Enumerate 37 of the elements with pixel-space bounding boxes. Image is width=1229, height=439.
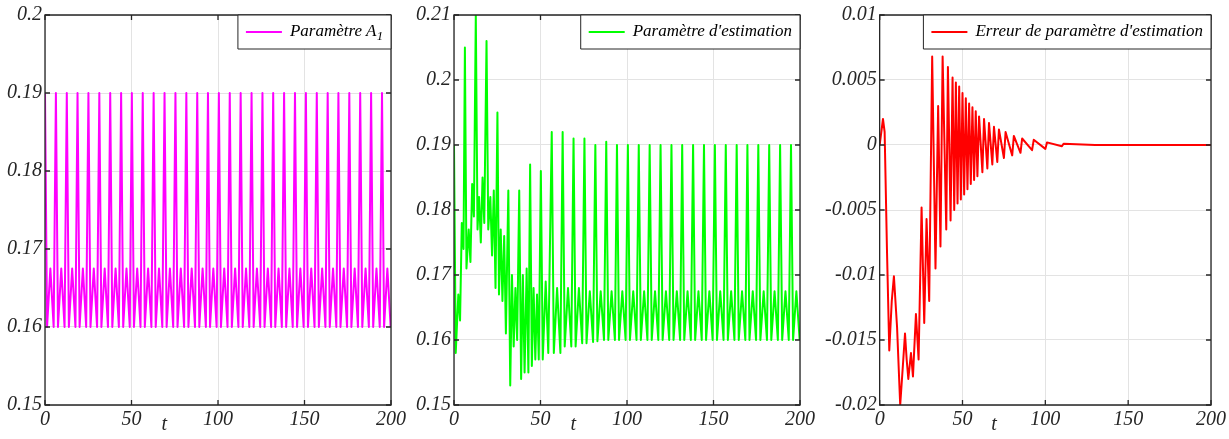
- x-axis-title: t: [161, 412, 168, 435]
- y-tick-label: -0.01: [834, 262, 877, 285]
- x-tick-label: 50: [121, 407, 142, 430]
- x-tick-label: 100: [612, 407, 642, 430]
- y-tick-label: 0.15: [7, 392, 42, 415]
- y-tick-label: 0.01: [841, 2, 877, 25]
- x-tick-label: 100: [1030, 407, 1061, 430]
- y-tick-label: 0.18: [416, 197, 451, 220]
- x-axis-title: t: [570, 412, 577, 435]
- y-tick-label: -0.02: [834, 392, 877, 415]
- y-tick-label: -0.015: [824, 327, 877, 350]
- y-tick-label: -0.005: [824, 197, 877, 220]
- y-tick-label: 0.005: [831, 67, 877, 90]
- y-tick-label: 0.21: [416, 2, 451, 25]
- x-tick-label: 200: [376, 407, 406, 430]
- y-tick-label: 0.19: [7, 80, 42, 103]
- y-tick-label: 0.2: [426, 67, 451, 90]
- y-tick-label: 0.15: [416, 392, 451, 415]
- y-tick-label: 0.17: [416, 262, 452, 285]
- y-tick-label: 0.2: [17, 2, 42, 25]
- y-tick-label: 0.19: [416, 132, 451, 155]
- x-axis-title: t: [991, 412, 998, 435]
- y-tick-label: 0.16: [7, 314, 42, 337]
- legend-label: Paramètre d'estimation: [631, 21, 792, 41]
- x-tick-label: 150: [698, 407, 729, 430]
- x-tick-label: 100: [203, 407, 233, 430]
- x-tick-label: 200: [785, 407, 815, 430]
- x-tick-label: 200: [1196, 407, 1226, 430]
- y-tick-label: 0.17: [7, 236, 43, 259]
- y-tick-label: 0.16: [416, 327, 451, 350]
- x-tick-label: 50: [952, 407, 973, 430]
- y-tick-label: 0: [866, 132, 877, 155]
- x-tick-label: 150: [289, 407, 320, 430]
- x-tick-label: 50: [530, 407, 551, 430]
- x-tick-label: 150: [1113, 407, 1144, 430]
- legend-label: Erreur de paramètre d'estimation: [974, 21, 1204, 41]
- y-tick-label: 0.18: [7, 158, 42, 181]
